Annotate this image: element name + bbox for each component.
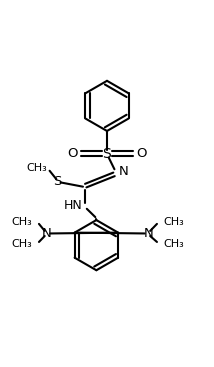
Text: CH₃: CH₃ [163, 217, 184, 227]
Text: N: N [119, 165, 129, 178]
Text: O: O [68, 147, 78, 160]
Text: S: S [53, 175, 62, 188]
Text: S: S [103, 147, 111, 161]
Text: CH₃: CH₃ [163, 239, 184, 249]
Text: HN: HN [64, 199, 83, 212]
Text: O: O [136, 147, 146, 160]
Text: CH₃: CH₃ [26, 163, 47, 172]
Text: N: N [144, 227, 153, 240]
Text: N: N [42, 227, 51, 240]
Text: CH₃: CH₃ [12, 239, 33, 249]
Text: CH₃: CH₃ [12, 217, 33, 227]
